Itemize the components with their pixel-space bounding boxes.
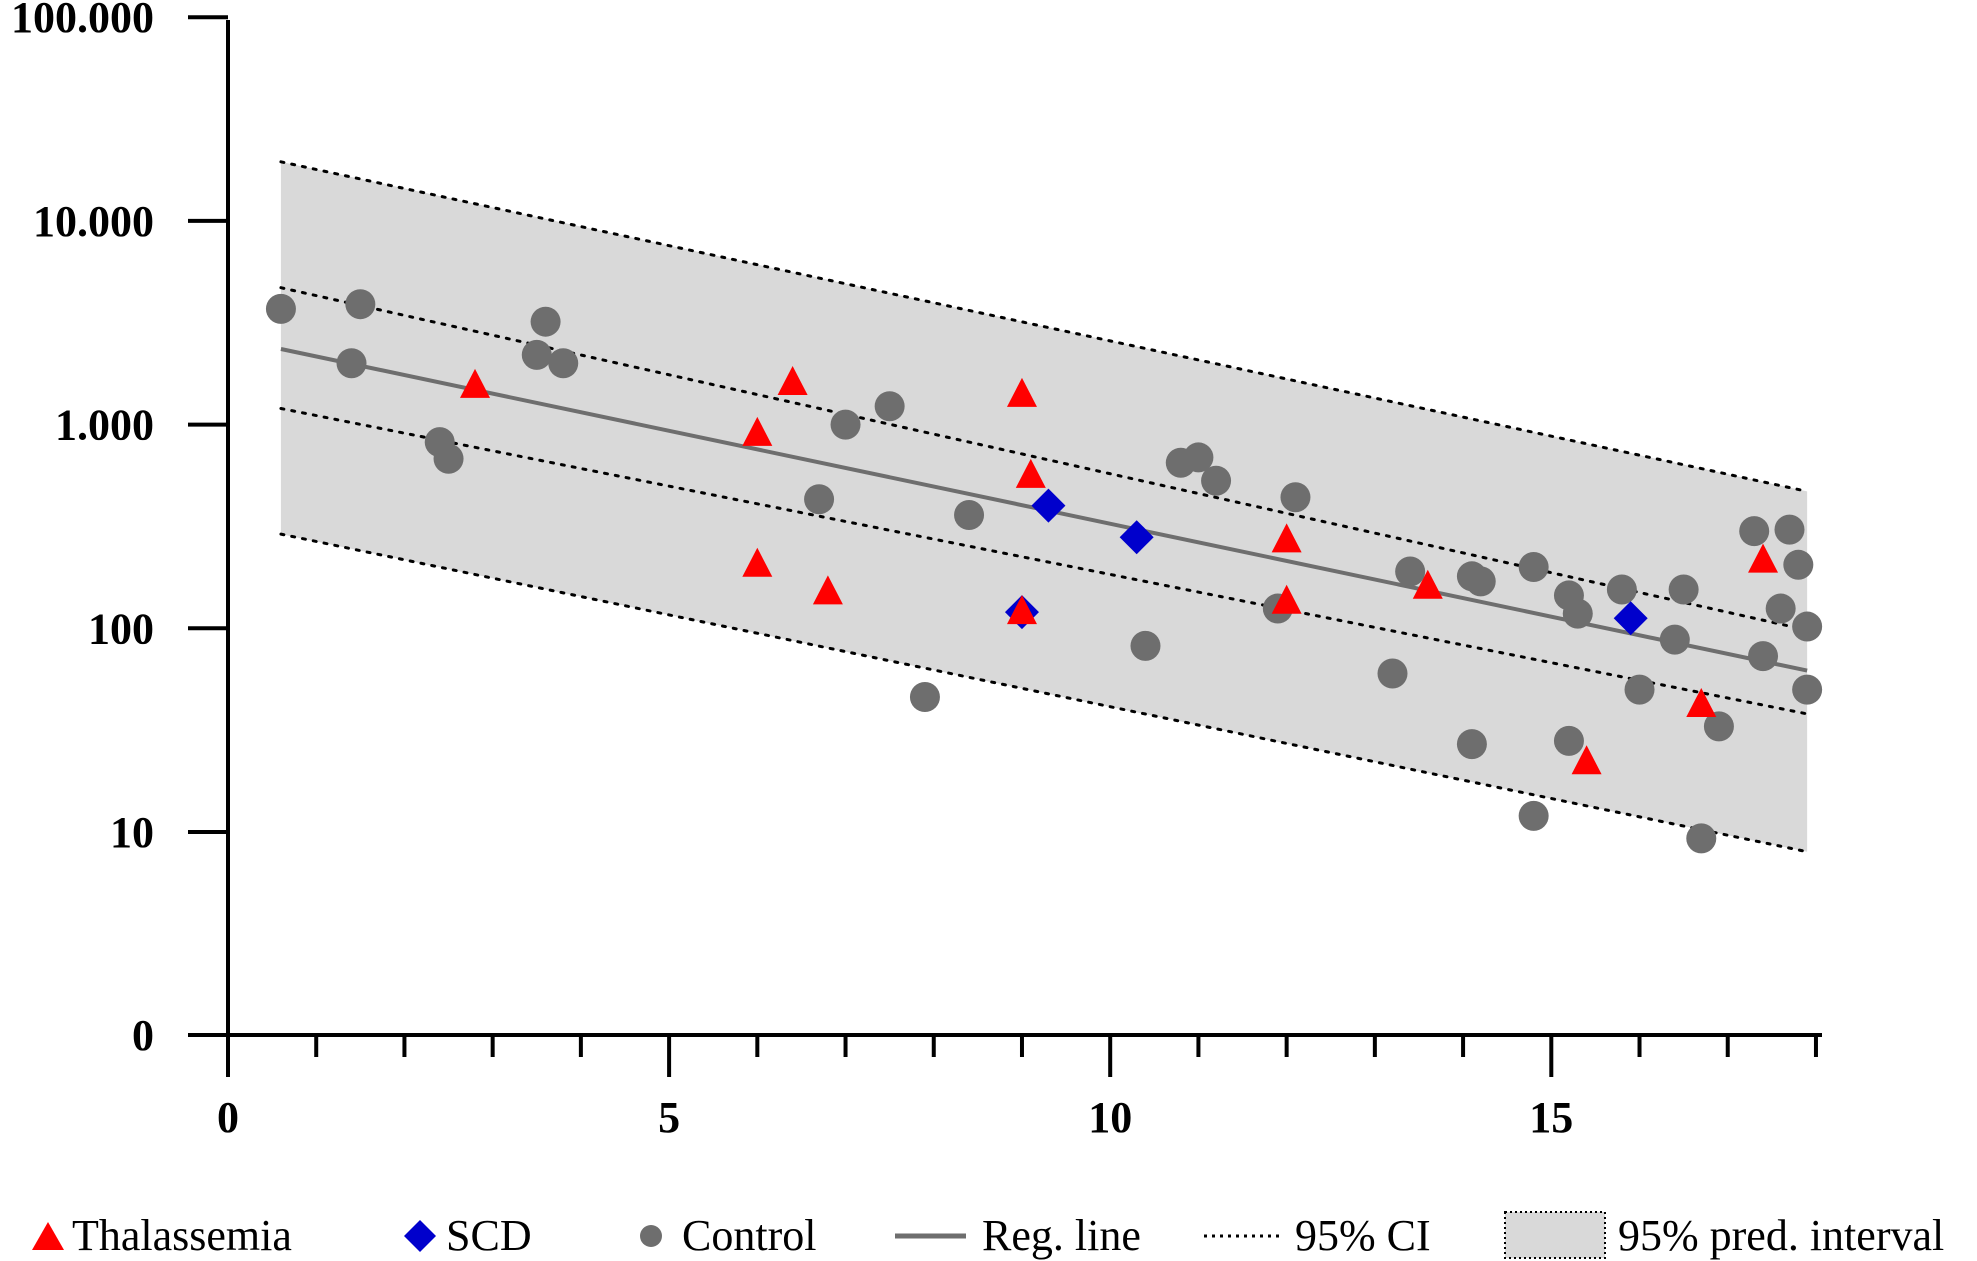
point-control <box>1703 711 1734 742</box>
legend-item-reg-line: Reg. line <box>895 1211 1141 1260</box>
legend-circle-icon <box>640 1225 662 1247</box>
point-control <box>1183 442 1214 473</box>
y-tick-label: 100 <box>88 604 154 653</box>
point-control <box>1395 556 1426 587</box>
point-control <box>830 409 861 440</box>
point-thalassemia <box>812 575 843 605</box>
point-thalassemia <box>1571 745 1602 775</box>
point-control <box>1518 551 1549 582</box>
point-thalassemia <box>1686 688 1717 718</box>
data-points <box>265 289 1823 854</box>
point-thalassemia <box>1271 584 1302 614</box>
axes: 0 10 100 1.000 10.000 100.000 0 5 10 15 <box>11 0 1822 1142</box>
point-control <box>1553 725 1584 756</box>
point-control <box>1624 674 1655 705</box>
legend-label-scd: SCD <box>446 1211 532 1260</box>
point-control <box>1686 823 1717 854</box>
legend-item-thalassemia: Thalassemia <box>32 1211 292 1260</box>
point-thalassemia <box>742 547 773 577</box>
confidence-interval-layer <box>279 286 1809 716</box>
prediction-upper-line <box>279 160 1809 493</box>
point-thalassemia <box>777 366 808 396</box>
point-control <box>265 293 296 324</box>
y-tick-label: 1.000 <box>55 401 154 450</box>
legend-diamond-icon <box>404 1220 436 1252</box>
point-thalassemia <box>1412 569 1443 599</box>
legend-item-control: Control <box>640 1211 816 1260</box>
point-control <box>1606 574 1637 605</box>
point-control <box>1792 611 1823 642</box>
point-thalassemia <box>742 416 773 446</box>
x-tick-label: 5 <box>658 1093 680 1142</box>
point-control <box>1201 465 1232 496</box>
x-tick-label: 10 <box>1088 1093 1132 1142</box>
legend-item-scd: SCD <box>404 1211 532 1260</box>
x-tick-label: 0 <box>217 1093 239 1142</box>
point-thalassemia <box>1271 523 1302 553</box>
point-control <box>530 306 561 337</box>
point-control <box>433 443 464 474</box>
legend-label-reg-line: Reg. line <box>982 1211 1141 1260</box>
point-scd <box>1119 520 1154 555</box>
point-control <box>548 348 579 379</box>
point-control <box>1456 729 1487 760</box>
point-control <box>874 391 905 422</box>
point-control <box>1774 514 1805 545</box>
point-control <box>1280 482 1311 513</box>
y-tick-label: 100.000 <box>11 0 154 42</box>
point-control <box>909 681 940 712</box>
legend: Thalassemia SCD Control Reg. line 95% CI… <box>32 1211 1944 1260</box>
prediction-lower-line <box>279 532 1809 854</box>
legend-item-95-ci: 95% CI <box>1204 1211 1431 1260</box>
point-control <box>1518 800 1549 831</box>
point-control <box>336 348 367 379</box>
point-control <box>1765 593 1796 624</box>
y-tick-label: 10.000 <box>33 197 154 246</box>
legend-label-thalassemia: Thalassemia <box>72 1211 292 1260</box>
point-control <box>1792 674 1823 705</box>
point-control <box>804 484 835 515</box>
point-control <box>1739 516 1770 547</box>
legend-label-95-ci: 95% CI <box>1295 1211 1431 1260</box>
ci-upper-line <box>279 286 1809 632</box>
x-tick-label: 15 <box>1529 1093 1573 1142</box>
point-control <box>345 289 376 320</box>
point-scd <box>1031 488 1066 523</box>
point-thalassemia <box>1748 543 1779 573</box>
y-tick-label: 10 <box>110 808 154 857</box>
point-control <box>1668 574 1699 605</box>
ci-lower-line <box>279 406 1809 716</box>
point-control <box>1562 598 1593 629</box>
point-thalassemia <box>1015 458 1046 488</box>
point-control <box>1130 630 1161 661</box>
y-tick-label: 0 <box>132 1011 154 1060</box>
legend-label-control: Control <box>682 1211 816 1260</box>
point-scd <box>1613 601 1648 636</box>
legend-band-icon <box>1504 1211 1606 1259</box>
point-thalassemia <box>1006 595 1037 625</box>
point-control <box>1659 624 1690 655</box>
point-control <box>1465 566 1496 597</box>
point-control <box>1783 549 1814 580</box>
point-control <box>1377 658 1408 689</box>
point-control <box>521 339 552 370</box>
legend-label-95-pred-interval: 95% pred. interval <box>1618 1211 1944 1260</box>
point-control <box>1748 641 1779 672</box>
point-thalassemia <box>1006 377 1037 407</box>
legend-triangle-icon <box>32 1222 64 1250</box>
point-control <box>954 499 985 530</box>
point-thalassemia <box>460 368 491 398</box>
legend-item-95-pred-interval: 95% pred. interval <box>1504 1211 1944 1260</box>
